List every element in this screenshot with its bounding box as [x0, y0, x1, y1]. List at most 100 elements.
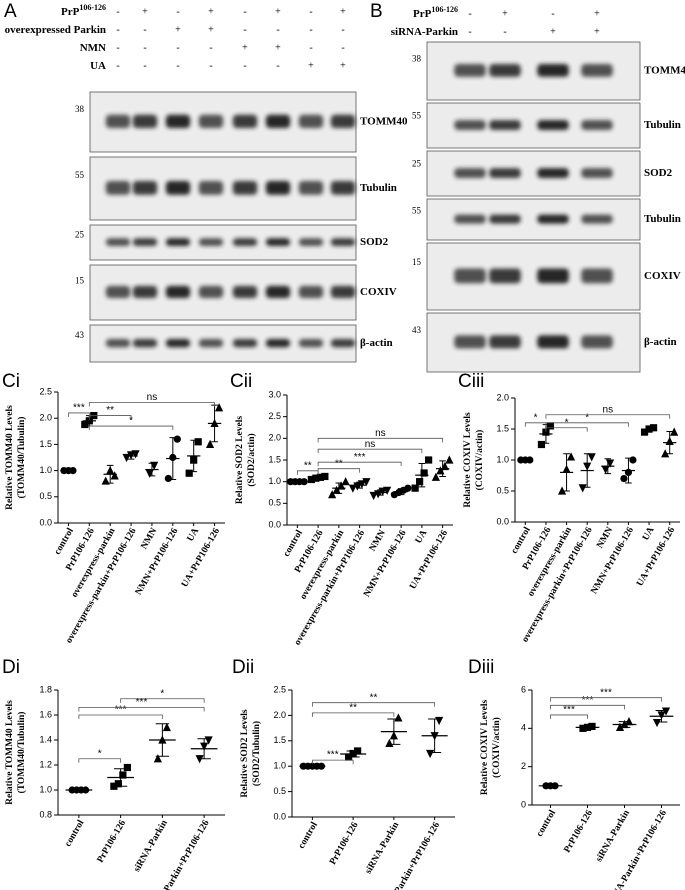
data-point [649, 424, 658, 432]
data-point [661, 707, 671, 716]
condition-name: siRNA-Parkin [391, 26, 458, 38]
band [198, 339, 224, 348]
y-tick-label: 0.5 [273, 786, 286, 796]
comparison-line [545, 422, 629, 427]
error-bar [666, 430, 673, 455]
blot-name: SOD2 [360, 236, 389, 248]
data-point [394, 713, 403, 722]
band [489, 120, 521, 130]
y-tick-label: 2.5 [273, 684, 286, 694]
band [265, 114, 291, 128]
data-point [546, 422, 555, 430]
comparison-line [311, 759, 354, 765]
significance-label: *** [327, 750, 339, 761]
comparison-line [545, 414, 671, 419]
significance-label: * [585, 412, 589, 423]
sign: + [502, 8, 508, 19]
significance-label: *** [563, 705, 575, 716]
significance-label: *** [600, 687, 612, 698]
error-bar [148, 462, 156, 477]
data-point [123, 763, 131, 772]
band [330, 238, 356, 246]
significance-label: ns [147, 392, 158, 403]
condition-label: UA [90, 60, 106, 72]
error-bar [127, 452, 135, 460]
band [454, 214, 486, 224]
data-point [341, 477, 350, 486]
x-tick-label: control [535, 808, 558, 838]
molecular-weight: 25 [412, 159, 422, 169]
data-point [316, 473, 324, 481]
y-tick-label: 2.0 [496, 392, 509, 402]
y-tick-label: 3.0 [268, 389, 281, 399]
error-bar [418, 462, 426, 488]
band [198, 238, 224, 246]
y-tick-label: 0.8 [39, 809, 52, 819]
sign: - [143, 60, 146, 71]
panel-label: Dii [232, 657, 254, 678]
blot-name: Tubulin [360, 182, 397, 194]
data-point [411, 484, 419, 492]
data-point [566, 452, 576, 461]
y-axis-label: (SOD2/actin) [246, 433, 257, 486]
condition-name: overexpressed Parkin [5, 24, 106, 36]
sign: - [503, 26, 506, 37]
molecular-weight: 25 [75, 230, 85, 240]
sign: - [209, 60, 212, 71]
error-bar [346, 750, 360, 758]
condition-name: PrP [61, 6, 80, 18]
comparison-line [311, 712, 395, 717]
comparison-line [88, 402, 215, 407]
y-axis-label: Relative SOD2 Levels [240, 709, 250, 797]
y-tick-label: 1.8 [39, 684, 52, 694]
significance-label: * [98, 748, 102, 759]
x-tick-label: siRNA-Parkin [594, 808, 632, 864]
y-axis-label: Relative SOD2 Levels [235, 416, 245, 504]
data-point [214, 403, 224, 412]
comparison-line [545, 427, 588, 432]
x-tick-label: PrP106-126 [96, 818, 129, 864]
band [265, 180, 291, 195]
sign: - [276, 60, 279, 71]
error-bar [581, 725, 594, 730]
significance-label: *** [354, 452, 366, 463]
y-tick-label: 1.5 [273, 735, 286, 745]
y-axis-label: Relative TOMM40 Levels [5, 405, 15, 510]
sign: + [550, 26, 556, 37]
band [489, 214, 521, 224]
data-point [81, 420, 89, 429]
band [165, 339, 191, 348]
data-point [110, 782, 118, 790]
significance-label: ** [106, 405, 114, 416]
significance-label: *** [582, 695, 594, 706]
band [132, 114, 158, 128]
y-axis-label: Relative TOMM40 Levels [5, 700, 15, 805]
significance-label: *** [115, 705, 127, 716]
data-point [587, 453, 596, 462]
sign: + [242, 42, 248, 53]
sign: - [309, 42, 312, 53]
y-tick-label: 2.0 [273, 710, 286, 720]
band [454, 120, 486, 130]
band [232, 114, 258, 128]
x-tick-label: control [297, 820, 320, 850]
band [454, 64, 486, 77]
comparison-line [120, 698, 205, 703]
sign: - [243, 24, 246, 35]
y-tick-label: 0.0 [273, 811, 286, 821]
data-point [194, 438, 202, 446]
sign: - [176, 42, 179, 53]
band [165, 238, 191, 246]
data-point [185, 469, 193, 477]
comparison-line [296, 470, 319, 475]
molecular-weight: 15 [412, 257, 422, 267]
band [105, 238, 131, 246]
band [105, 339, 131, 348]
y-tick-label: 0.5 [268, 498, 281, 508]
condition-label: NMN [80, 42, 106, 54]
band [132, 238, 158, 246]
data-point [557, 486, 567, 495]
panel-label: Di [2, 657, 20, 678]
comparison-line [317, 461, 402, 467]
data-point [385, 738, 394, 747]
